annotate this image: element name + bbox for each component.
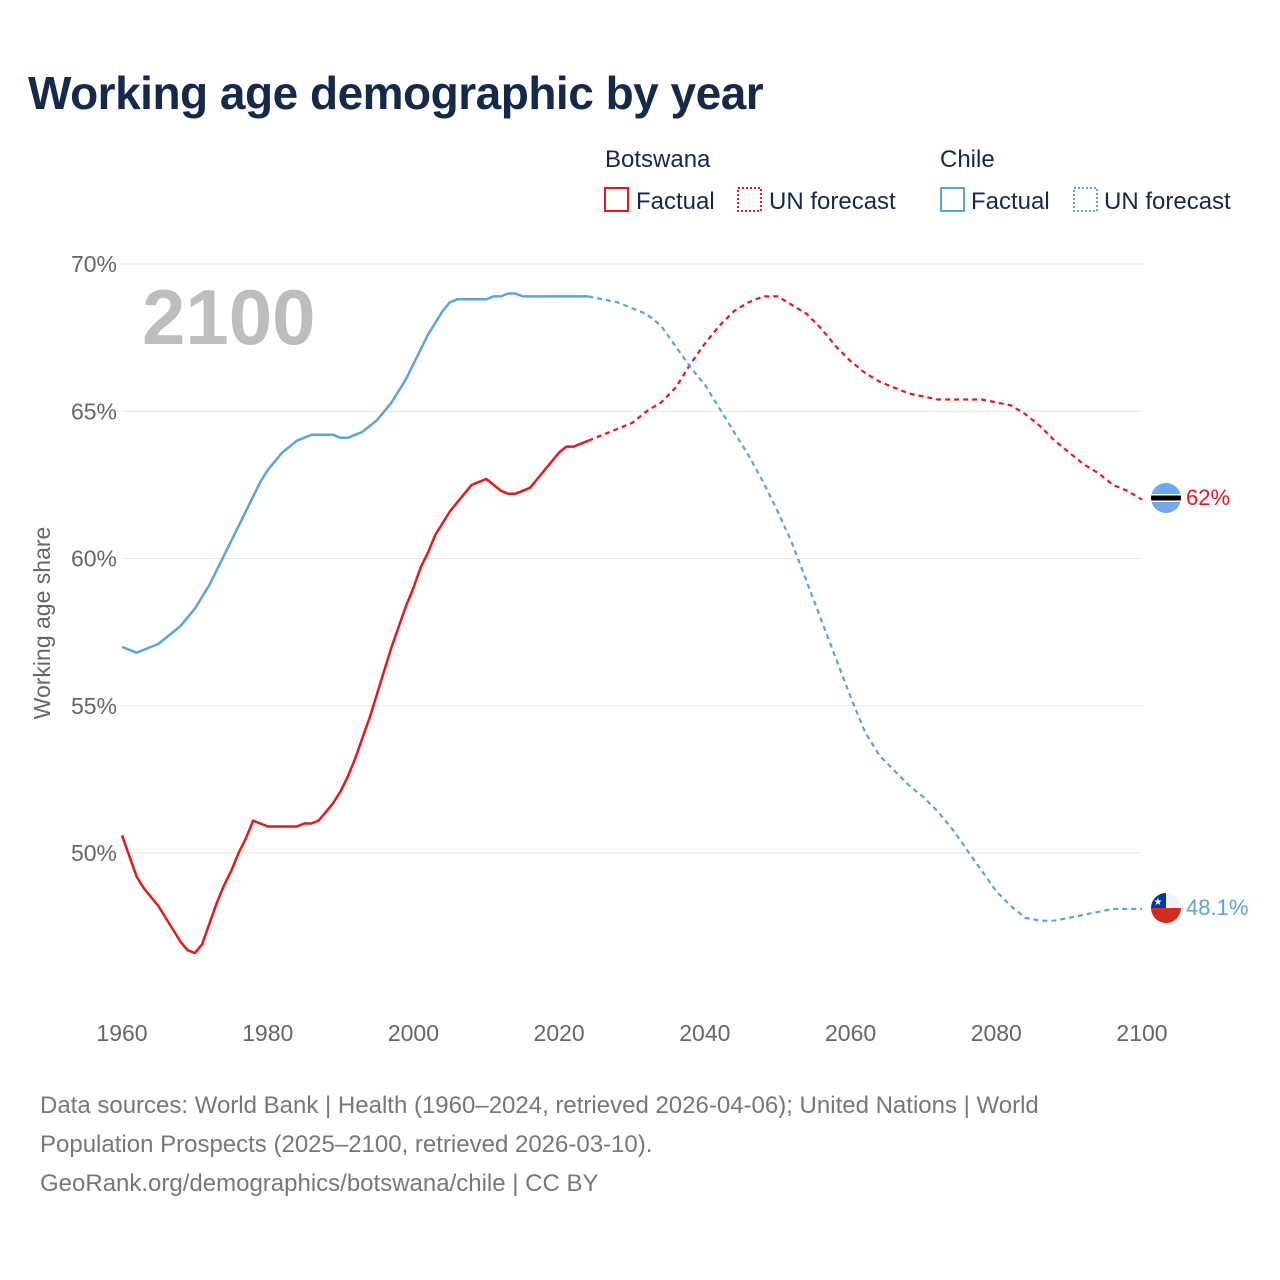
footer-attribution: GeoRank.org/demographics/botswana/chile … [40, 1170, 599, 1197]
y-tick-label: 50% [71, 840, 117, 866]
legend-swatch-botswana-forecast [737, 187, 762, 212]
x-tick-label: 1980 [242, 1020, 293, 1046]
x-tick-label: 2060 [825, 1020, 876, 1046]
series-line-chile-forecast [588, 295, 1142, 922]
current-year-label: 2100 [142, 273, 316, 361]
x-axis-ticks: 1960 1980 2000 2020 2040 2060 2080 2100 [96, 1020, 1167, 1046]
botswana-flag-icon [1151, 483, 1181, 513]
series-line-chile-factual [121, 292, 589, 654]
series-line-botswana-forecast [587, 295, 1143, 501]
x-tick-label: 2080 [971, 1020, 1022, 1046]
footer-sources-line1: Data sources: World Bank | Health (1960–… [40, 1092, 1039, 1119]
svg-text:★: ★ [1154, 897, 1163, 908]
x-tick-label: 2100 [1116, 1020, 1167, 1046]
series-line-botswana-factual [120, 439, 589, 955]
series-lines [120, 292, 1143, 955]
y-axis-label: Working age share [29, 527, 55, 720]
chart-title: Working age demographic by year [28, 67, 764, 119]
end-label-chile: 48.1% [1186, 895, 1248, 920]
legend-label-chile-factual: Factual [971, 188, 1050, 215]
legend-swatch-chile-forecast [1073, 187, 1098, 212]
chile-flag-icon: ★ [1151, 893, 1181, 923]
x-tick-label: 1960 [96, 1020, 147, 1046]
legend-label-botswana-forecast: UN forecast [769, 188, 896, 215]
end-label-botswana: 62% [1186, 485, 1230, 510]
y-axis-ticks: 50% 55% 60% 65% 70% [71, 251, 117, 866]
legend-label-chile-forecast: UN forecast [1104, 188, 1231, 215]
y-tick-label: 60% [71, 546, 117, 572]
legend-group-chile: Chile [940, 146, 995, 173]
legend-swatch-chile-factual [940, 187, 965, 212]
x-tick-label: 2020 [534, 1020, 585, 1046]
y-tick-label: 70% [71, 251, 117, 277]
gridlines [122, 263, 1142, 854]
y-tick-label: 55% [71, 693, 117, 719]
legend-group-botswana: Botswana [605, 146, 711, 173]
x-tick-label: 2000 [388, 1020, 439, 1046]
legend-swatch-botswana-factual [604, 187, 629, 212]
legend: Botswana Factual UN forecast Chile Factu… [604, 146, 1231, 215]
line-chart: Botswana Factual UN forecast Chile Factu… [29, 146, 1248, 1046]
footer-sources-line2: Population Prospects (2025–2100, retriev… [40, 1131, 653, 1158]
x-tick-label: 2040 [679, 1020, 730, 1046]
legend-label-botswana-factual: Factual [636, 188, 715, 215]
footer: Data sources: World Bank | Health (1960–… [40, 1086, 1220, 1203]
y-tick-label: 65% [71, 398, 117, 424]
